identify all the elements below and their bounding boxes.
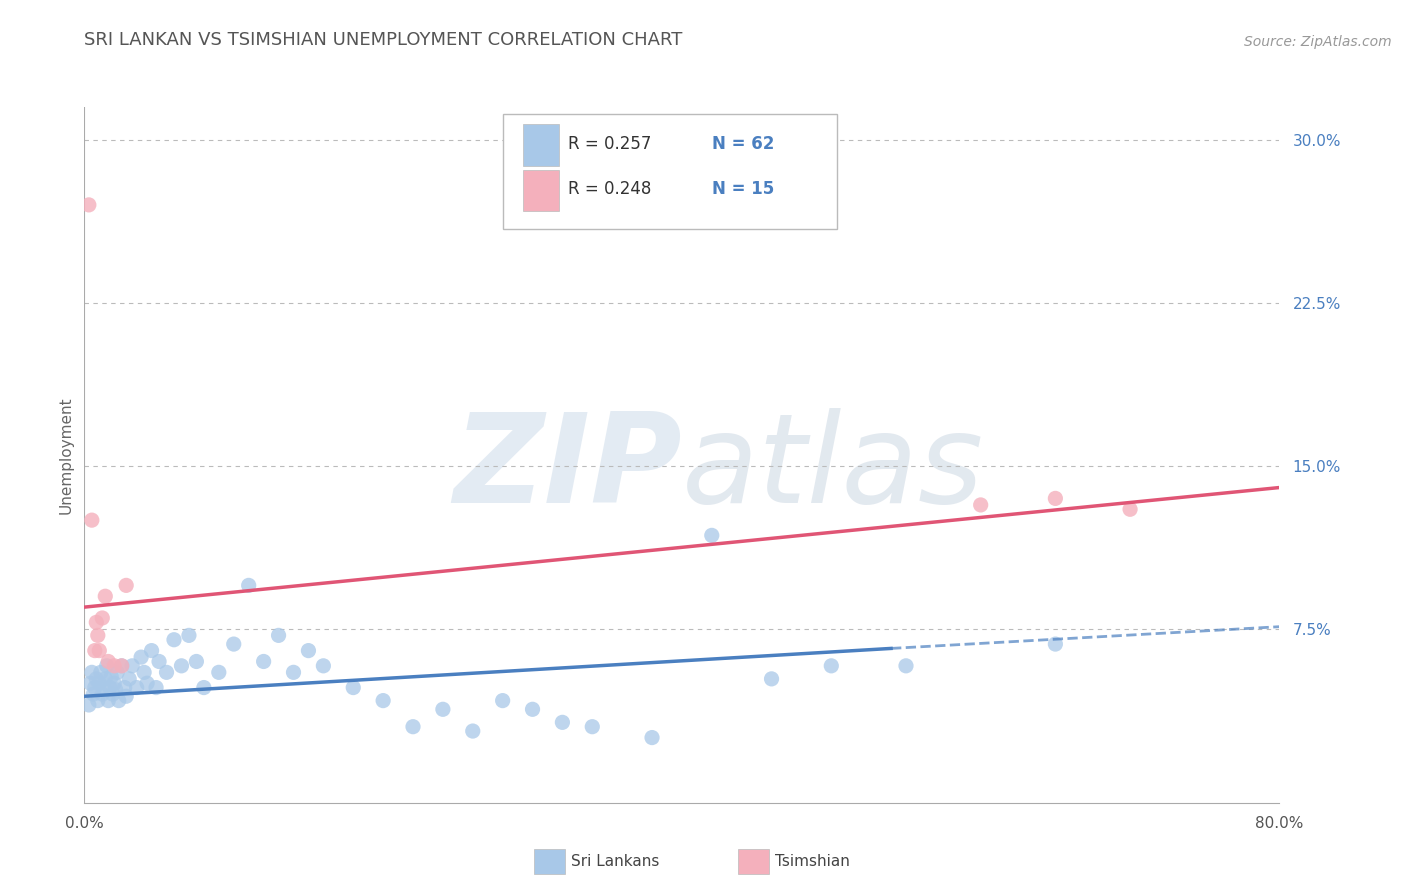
- Point: [87, 693, 110, 707]
- Text: Sri Lankans: Sri Lankans: [571, 855, 659, 869]
- Point: [94, 672, 117, 686]
- Point: [373, 693, 395, 707]
- Point: [141, 643, 163, 657]
- Point: [129, 650, 152, 665]
- Point: [100, 670, 122, 684]
- Point: [1045, 491, 1067, 506]
- Point: [104, 682, 127, 697]
- Point: [193, 681, 215, 695]
- Point: [89, 643, 111, 657]
- Text: N = 62: N = 62: [711, 135, 775, 153]
- Point: [136, 676, 159, 690]
- Point: [253, 655, 276, 669]
- Point: [641, 731, 664, 745]
- Point: [342, 681, 364, 695]
- Point: [581, 720, 603, 734]
- Point: [97, 655, 120, 669]
- Point: [820, 658, 842, 673]
- Point: [492, 693, 515, 707]
- Point: [101, 687, 124, 701]
- Point: [222, 637, 245, 651]
- Text: N = 15: N = 15: [711, 180, 775, 198]
- Point: [1119, 502, 1142, 516]
- Text: 80.0%: 80.0%: [1256, 816, 1303, 830]
- Text: R = 0.257: R = 0.257: [568, 135, 652, 153]
- Point: [115, 578, 138, 592]
- Point: [461, 724, 484, 739]
- Point: [551, 715, 574, 730]
- Text: atlas: atlas: [682, 409, 984, 529]
- Text: Tsimshian: Tsimshian: [775, 855, 849, 869]
- Point: [522, 702, 544, 716]
- Text: SRI LANKAN VS TSIMSHIAN UNEMPLOYMENT CORRELATION CHART: SRI LANKAN VS TSIMSHIAN UNEMPLOYMENT COR…: [84, 31, 683, 49]
- Text: Source: ZipAtlas.com: Source: ZipAtlas.com: [1244, 35, 1392, 49]
- Point: [86, 672, 108, 686]
- Point: [163, 632, 186, 647]
- FancyBboxPatch shape: [523, 124, 558, 166]
- Point: [105, 665, 128, 680]
- Point: [90, 665, 112, 680]
- Point: [148, 655, 170, 669]
- Point: [97, 693, 120, 707]
- Point: [91, 611, 114, 625]
- Point: [177, 628, 200, 642]
- Point: [114, 681, 136, 695]
- Point: [155, 665, 177, 680]
- Point: [111, 658, 134, 673]
- Point: [894, 658, 917, 673]
- Point: [107, 693, 129, 707]
- Point: [238, 578, 260, 592]
- Point: [77, 698, 100, 712]
- Point: [170, 658, 193, 673]
- Point: [970, 498, 993, 512]
- Point: [77, 198, 100, 212]
- Point: [83, 643, 105, 657]
- Point: [80, 513, 103, 527]
- Point: [103, 658, 125, 673]
- Point: [145, 681, 167, 695]
- Point: [186, 655, 208, 669]
- Point: [121, 658, 143, 673]
- Point: [86, 615, 108, 630]
- Point: [80, 665, 103, 680]
- Point: [432, 702, 454, 716]
- Point: [91, 687, 114, 701]
- Text: 0.0%: 0.0%: [65, 816, 104, 830]
- Point: [118, 672, 141, 686]
- Point: [132, 665, 156, 680]
- Text: ZIP: ZIP: [453, 409, 682, 529]
- Point: [79, 676, 101, 690]
- Point: [82, 687, 104, 701]
- Point: [87, 628, 110, 642]
- Point: [89, 676, 111, 690]
- Point: [267, 628, 290, 642]
- Text: R = 0.248: R = 0.248: [568, 180, 652, 198]
- Point: [103, 676, 125, 690]
- Point: [1045, 637, 1067, 651]
- Point: [700, 528, 723, 542]
- Point: [93, 681, 115, 695]
- Point: [297, 643, 319, 657]
- Point: [125, 681, 148, 695]
- Point: [98, 681, 121, 695]
- Point: [115, 690, 138, 704]
- Point: [283, 665, 305, 680]
- FancyBboxPatch shape: [523, 169, 558, 211]
- FancyBboxPatch shape: [503, 114, 838, 229]
- Point: [208, 665, 231, 680]
- Point: [96, 658, 118, 673]
- Point: [83, 681, 105, 695]
- Point: [312, 658, 335, 673]
- Point: [111, 658, 134, 673]
- Point: [761, 672, 783, 686]
- Y-axis label: Unemployment: Unemployment: [58, 396, 73, 514]
- Point: [402, 720, 425, 734]
- Point: [94, 589, 117, 603]
